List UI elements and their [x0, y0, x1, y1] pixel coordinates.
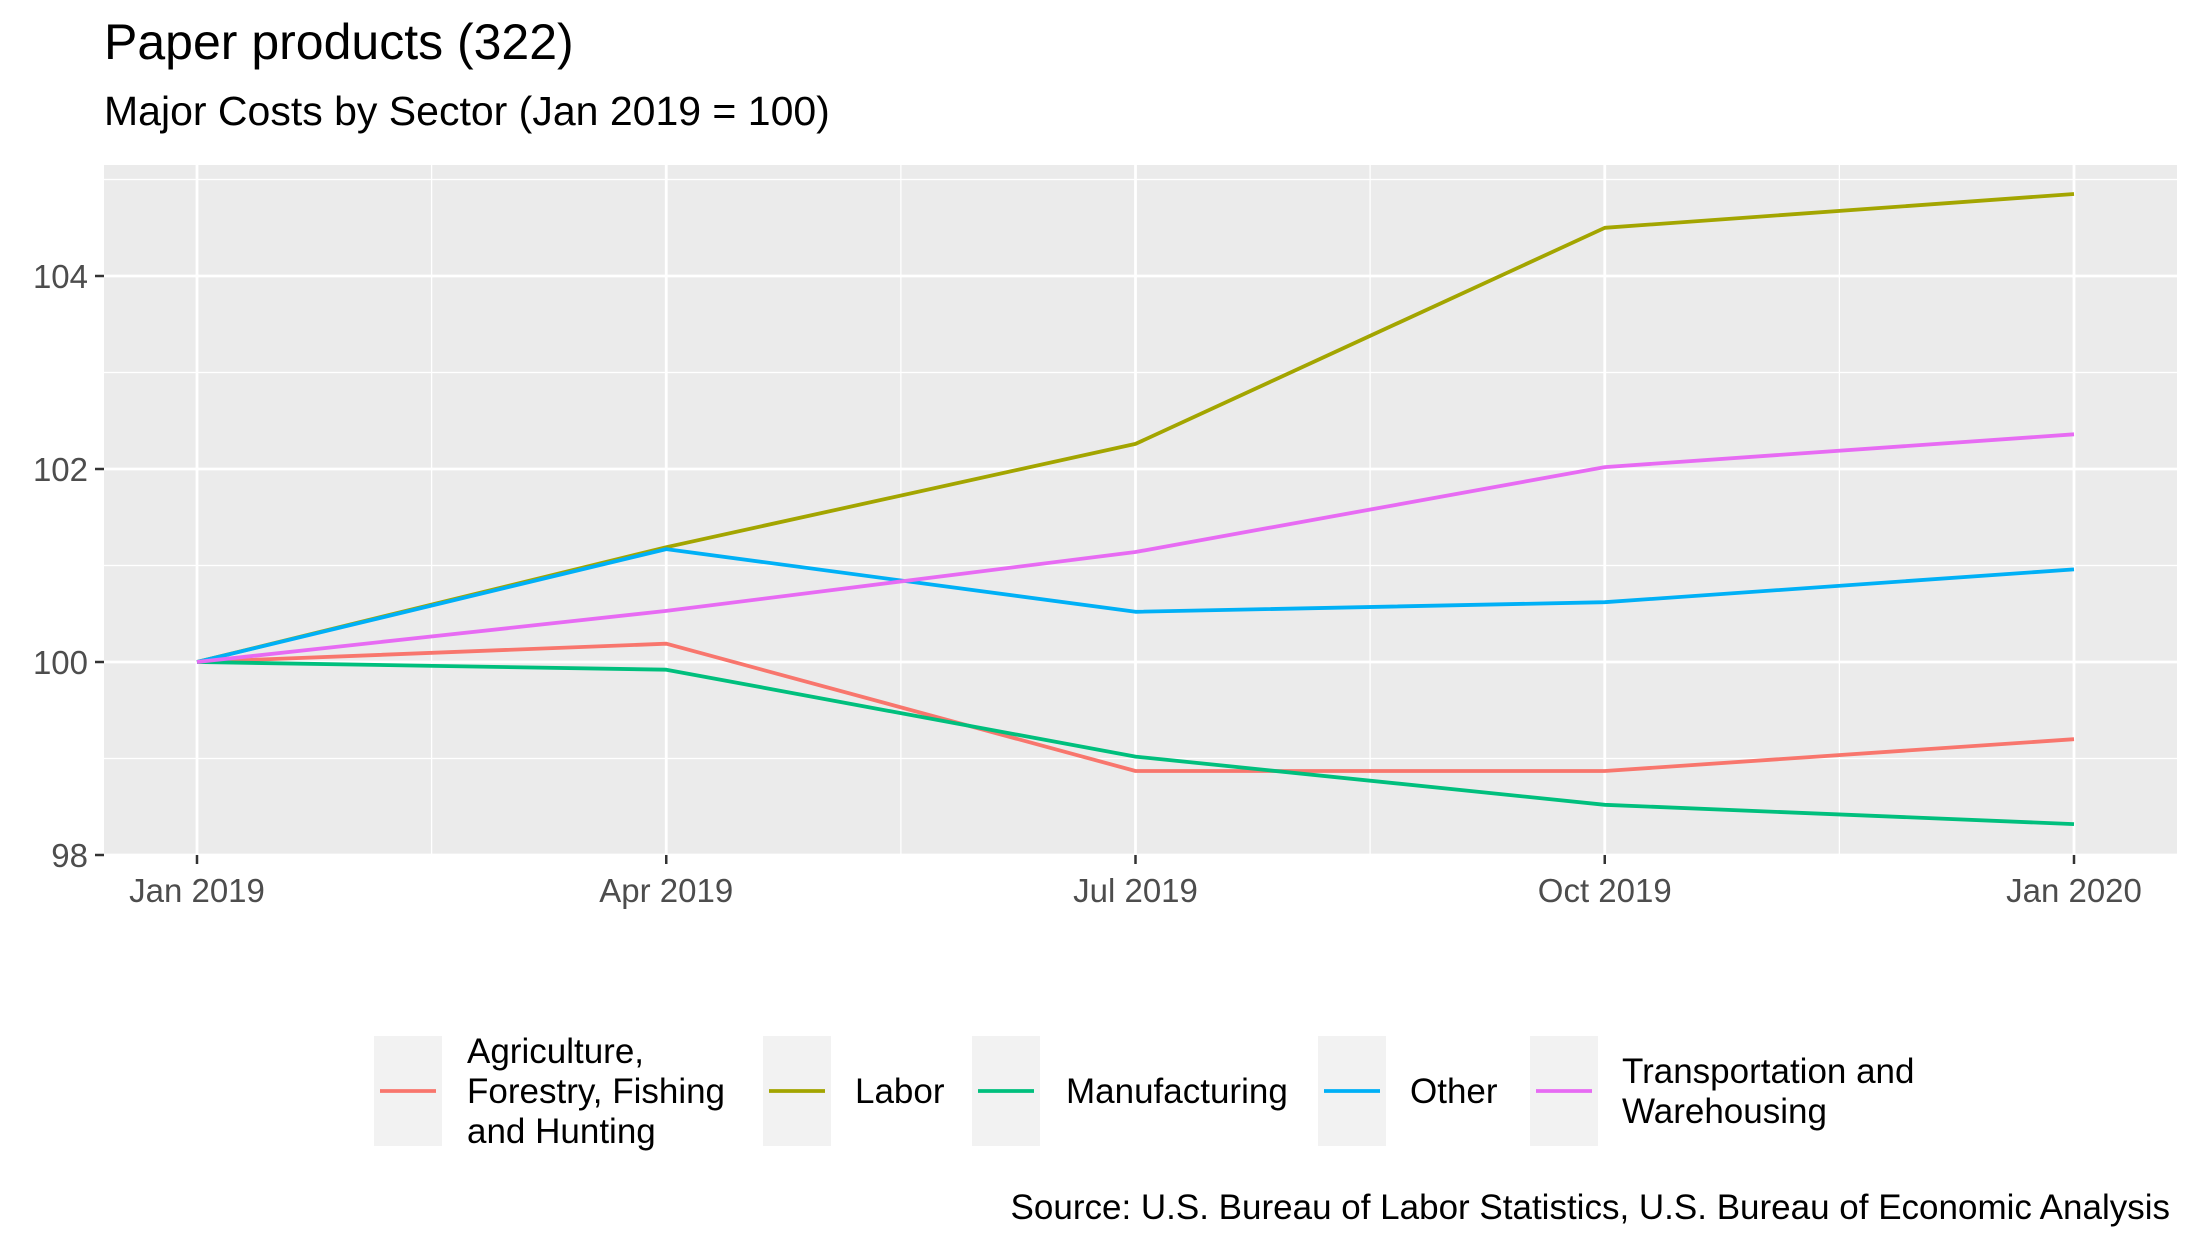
series-line	[196, 641, 2075, 773]
y-tick-label: 104	[33, 258, 88, 295]
legend-label: Transportation and Warehousing	[1622, 1052, 1915, 1131]
y-tick-label: 98	[51, 837, 88, 874]
x-tick-label: Apr 2019	[599, 872, 733, 909]
x-tick-label: Oct 2019	[1538, 872, 1672, 909]
plot-panel	[104, 165, 2177, 855]
x-tick-label: Jan 2020	[2006, 872, 2142, 909]
chart-subtitle: Major Costs by Sector (Jan 2019 = 100)	[104, 88, 830, 134]
source-caption: Source: U.S. Bureau of Labor Statistics,…	[1010, 1188, 2170, 1227]
chart-title: Paper products (322)	[104, 14, 574, 70]
series-line	[196, 432, 2075, 664]
legend-label: Other	[1410, 1072, 1498, 1111]
legend: Agriculture, Forestry, Fishing and Hunting…	[374, 1032, 1915, 1151]
legend-label: Manufacturing	[1066, 1072, 1288, 1111]
series-line	[196, 660, 2075, 826]
y-axis: 98 100 102 104	[33, 258, 104, 874]
y-tick-label: 102	[33, 451, 88, 488]
legend-label: Agriculture, Forestry, Fishing and Hunting	[467, 1032, 725, 1151]
x-tick-label: Jul 2019	[1073, 872, 1198, 909]
x-tick-label: Jan 2019	[129, 872, 265, 909]
x-axis: Jan 2019 Apr 2019 Jul 2019 Oct 2019 Jan 2020	[129, 855, 2142, 909]
legend-label: Labor	[855, 1072, 945, 1111]
y-tick-label: 100	[33, 644, 88, 681]
series-line	[196, 547, 2075, 664]
major-gridlines	[104, 165, 2177, 857]
minor-gridlines	[104, 165, 2177, 855]
series-lines	[196, 192, 2075, 826]
